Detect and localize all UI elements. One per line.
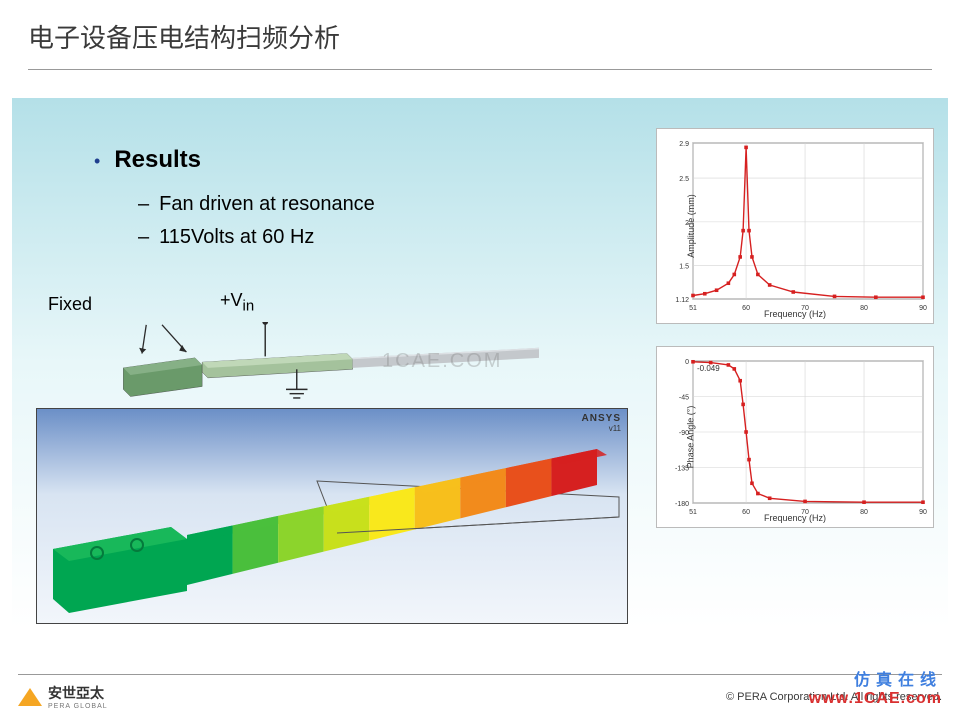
- copyright-text: © PERA Corporation Ltd. All rights reser…: [726, 691, 942, 703]
- chart1-svg: 51607080901.121.522.52.9: [657, 129, 935, 325]
- svg-text:80: 80: [860, 305, 868, 312]
- svg-text:60: 60: [742, 305, 750, 312]
- chart1-ylabel: Amplitude (mm): [686, 194, 696, 258]
- svg-text:2.5: 2.5: [679, 176, 689, 183]
- svg-text:60: 60: [742, 509, 750, 516]
- svg-text:1.12: 1.12: [675, 297, 689, 304]
- svg-text:90: 90: [919, 509, 927, 516]
- logo-triangle-icon: [18, 688, 42, 706]
- svg-text:-180: -180: [675, 501, 689, 508]
- title-divider: [28, 69, 932, 70]
- svg-text:51: 51: [689, 509, 697, 516]
- schematic-diagram: [34, 322, 624, 408]
- svg-text:0: 0: [685, 359, 689, 366]
- chart2-ylabel: Phase Angle (°): [685, 406, 695, 469]
- svg-text:-0.049: -0.049: [697, 364, 720, 373]
- fea-result-panel: ANSYS v11: [36, 408, 628, 624]
- svg-text:80: 80: [860, 509, 868, 516]
- bullet-item: 115Volts at 60 Hz: [159, 221, 314, 254]
- footer: 安世亞太 PERA GLOBAL © PERA Corporation Ltd.…: [0, 666, 960, 720]
- svg-text:51: 51: [689, 305, 697, 312]
- dash-icon: –: [138, 226, 149, 249]
- fea-contour-svg: [37, 409, 629, 625]
- slide-title: 电子设备压电结构扫频分析: [28, 18, 932, 55]
- ansys-logo-text: ANSYS v11: [582, 413, 621, 433]
- svg-text:2.9: 2.9: [679, 141, 689, 148]
- chart2-xlabel: Frequency (Hz): [764, 513, 826, 523]
- bullet-item: Fan driven at resonance: [159, 188, 375, 221]
- label-vin: +Vin: [220, 290, 254, 315]
- content-area: • Results – Fan driven at resonance – 11…: [12, 98, 948, 628]
- svg-text:-45: -45: [679, 395, 689, 402]
- dash-icon: –: [138, 193, 149, 216]
- bullet-dot-icon: •: [94, 151, 100, 172]
- bullet-block: • Results – Fan driven at resonance – 11…: [94, 146, 375, 254]
- chart2-svg: 5160708090-180-135-90-450-0.049: [657, 347, 935, 529]
- svg-text:90: 90: [919, 305, 927, 312]
- label-fixed: Fixed: [48, 294, 92, 315]
- pera-logo: 安世亞太 PERA GLOBAL: [18, 683, 108, 710]
- chart1-xlabel: Frequency (Hz): [764, 309, 826, 319]
- bullet-heading: Results: [114, 146, 201, 174]
- phase-chart: 5160708090-180-135-90-450-0.049 Phase An…: [656, 346, 934, 528]
- amplitude-chart: 51607080901.121.522.52.9 Amplitude (mm) …: [656, 128, 934, 324]
- svg-text:1.5: 1.5: [679, 264, 689, 271]
